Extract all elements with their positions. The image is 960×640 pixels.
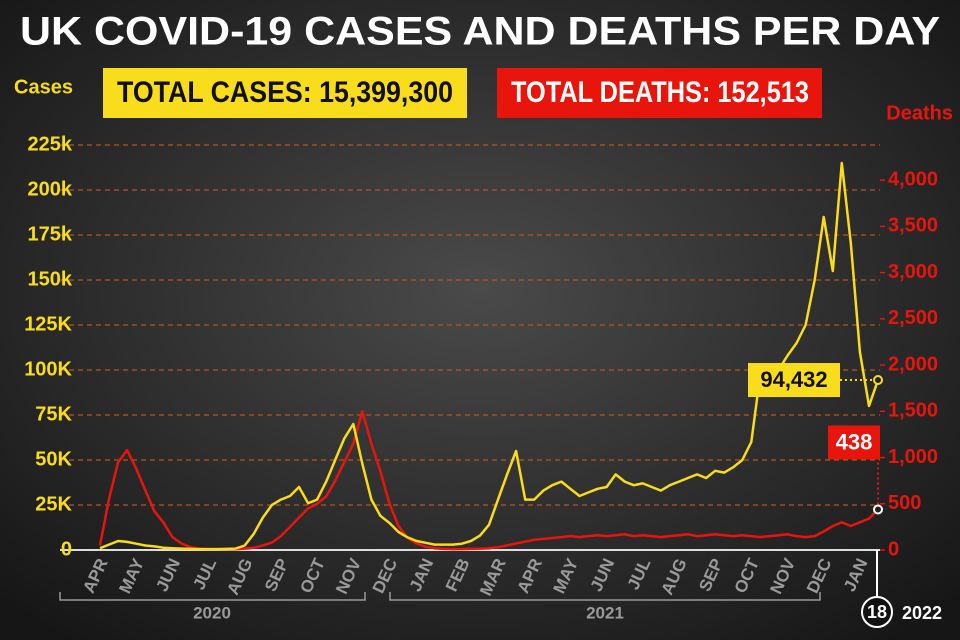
year-label: 2020 <box>193 603 231 622</box>
end-day-label: 18 <box>867 602 887 622</box>
y2-tick-label: 1,000 <box>888 446 938 468</box>
y-tick-label: 75K <box>35 403 72 425</box>
y-tick-label: 25K <box>35 493 72 515</box>
y2-tick-label: 500 <box>888 492 921 514</box>
y-axis-label: Cases <box>14 76 73 98</box>
year-bracket <box>389 592 821 601</box>
y-tick-label: 125K <box>24 313 72 335</box>
year-label: 2021 <box>586 603 624 622</box>
y2-tick-label: 3,500 <box>888 215 938 237</box>
value-label: 94,432 <box>760 367 827 392</box>
series-line <box>99 161 880 551</box>
year-label: 2022 <box>902 603 942 623</box>
value-label-box <box>748 363 840 398</box>
y-tick-label: 175k <box>28 223 73 245</box>
total-deaths-box <box>497 68 822 118</box>
grid <box>60 144 885 551</box>
y-tick-label: 200k <box>28 178 73 200</box>
y-tick-label: 100K <box>24 358 72 380</box>
y-tick-label: 0 <box>61 538 72 560</box>
total-cases: TOTAL CASES: 15,399,300 <box>117 76 453 109</box>
end-day-circle <box>861 596 893 628</box>
y2-tick-label: 0 <box>888 538 899 560</box>
value-label: 438 <box>836 429 873 454</box>
total-cases-box <box>103 68 467 118</box>
value-point <box>873 504 883 515</box>
y-tick-label: 225k <box>28 133 73 155</box>
y-tick-label: 150k <box>28 268 73 290</box>
y2-tick-label: 2,500 <box>888 307 938 329</box>
y2-tick-label: 3,000 <box>888 261 938 283</box>
chart-title: UK COVID-19 CASES AND DEATHS PER DAY <box>20 10 940 54</box>
value-point <box>873 375 883 386</box>
y2-tick-label: 4,000 <box>888 168 938 190</box>
y-tick-label: 50K <box>35 448 72 470</box>
value-label-box <box>828 425 880 460</box>
y2-tick-label: 2,000 <box>888 353 938 375</box>
y2-tick-label: 1,500 <box>888 400 938 422</box>
total-deaths: TOTAL DEATHS: 152,513 <box>511 76 809 109</box>
y2-axis-label: Deaths <box>886 102 953 124</box>
plot: 94,432 438 <box>98 161 883 551</box>
year-bracket <box>59 592 366 601</box>
